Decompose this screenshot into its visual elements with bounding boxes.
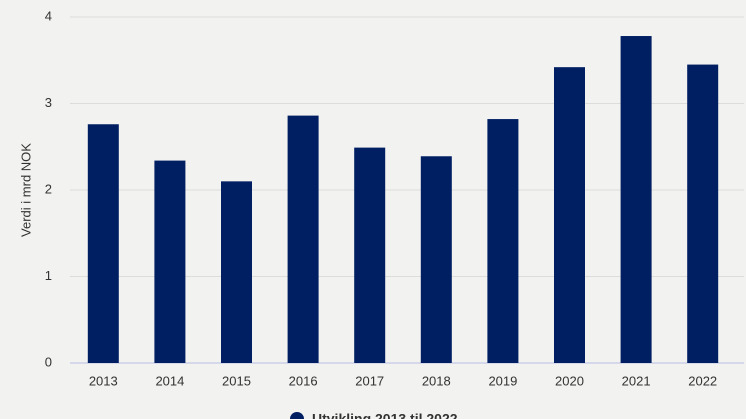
x-tick-label: 2019 [488, 373, 517, 388]
bar [420, 156, 452, 363]
x-tick-label: 2018 [422, 373, 451, 388]
x-tick-label: 2020 [555, 373, 584, 388]
x-tick-label: 2022 [688, 373, 717, 388]
x-tick-label: 2013 [89, 373, 118, 388]
y-tick-label: 2 [45, 181, 52, 196]
x-tick-label: 2021 [622, 373, 651, 388]
bar [287, 115, 319, 363]
y-tick-label: 1 [45, 268, 52, 283]
x-tick-label: 2016 [289, 373, 318, 388]
x-tick-label: 2015 [222, 373, 251, 388]
bar [221, 181, 252, 363]
legend-label: Utvikling 2013 til 2022 [312, 411, 458, 419]
x-tick-label: 2017 [355, 373, 384, 388]
bar [687, 64, 719, 363]
legend-marker [290, 412, 304, 419]
x-tick-label: 2014 [155, 373, 184, 388]
bar [620, 36, 652, 363]
bar [554, 67, 585, 364]
bar [487, 119, 519, 363]
y-axis-label: Verdi i mrd NOK [18, 143, 33, 237]
bar [154, 160, 186, 363]
bar [87, 124, 119, 363]
y-tick-label: 0 [45, 354, 52, 369]
bar [354, 147, 386, 363]
y-tick-label: 3 [45, 95, 52, 110]
y-tick-label: 4 [45, 8, 52, 23]
